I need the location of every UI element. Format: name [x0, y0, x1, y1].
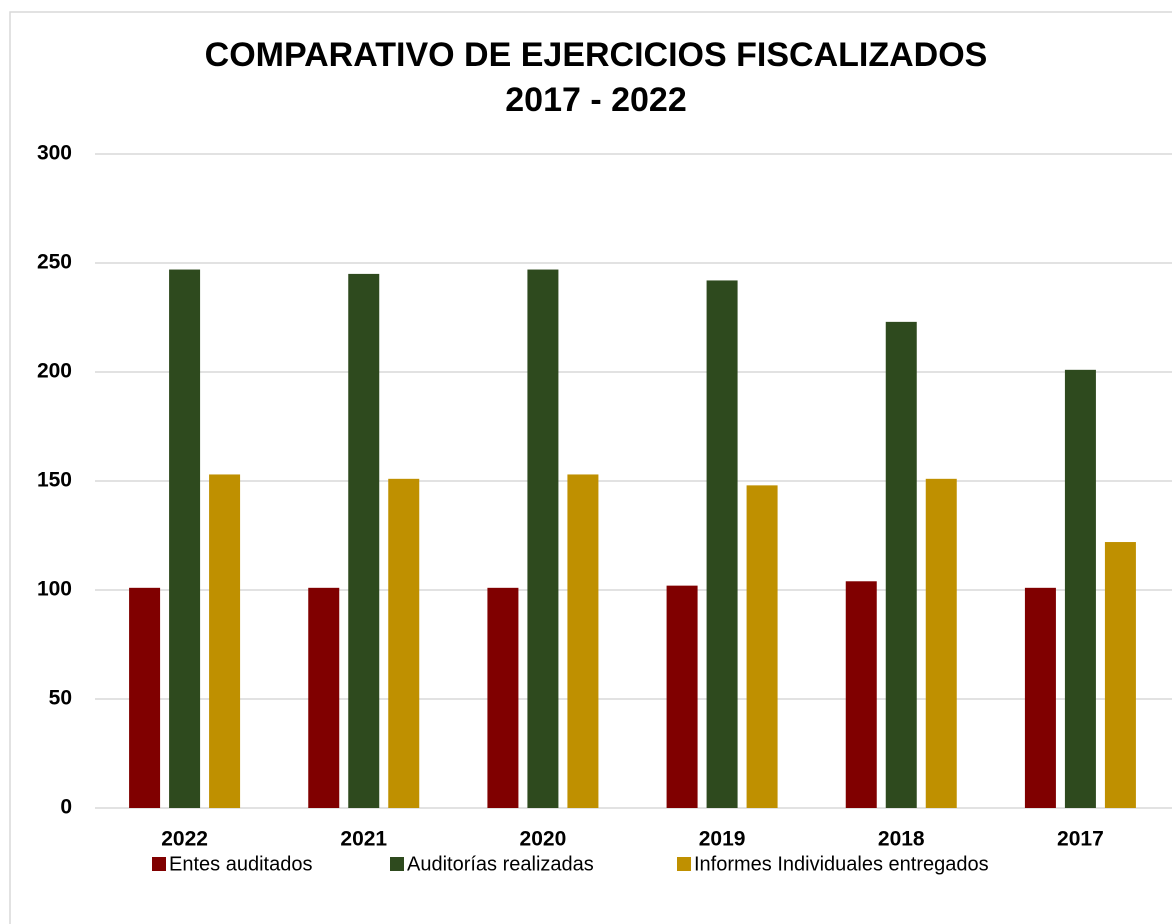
bar	[308, 587, 340, 808]
x-tick-label: 2018	[878, 828, 925, 851]
x-tick-label: 2021	[340, 828, 387, 851]
y-tick-label: 50	[49, 687, 72, 710]
bar	[388, 478, 420, 808]
legend-label: Auditorías realizadas	[407, 853, 594, 875]
bar	[1024, 587, 1056, 808]
legend-swatch	[152, 857, 166, 871]
legend-swatch	[390, 857, 404, 871]
y-tick-label: 250	[37, 251, 72, 274]
bar	[527, 269, 559, 808]
x-tick-label: 2020	[520, 828, 567, 851]
y-tick-label: 150	[37, 469, 72, 492]
chart-title: COMPARATIVO DE EJERCICIOS FISCALIZADOS	[205, 36, 988, 74]
bar	[925, 478, 957, 808]
bar	[169, 269, 201, 808]
legend-label: Entes auditados	[169, 853, 312, 875]
y-tick-label: 0	[60, 796, 72, 819]
bar	[746, 485, 778, 808]
bar	[348, 273, 380, 808]
bar	[885, 321, 917, 808]
bar	[209, 474, 241, 808]
bar	[845, 581, 877, 808]
bar	[1064, 369, 1096, 808]
bar	[567, 474, 599, 808]
bar	[129, 587, 161, 808]
x-tick-label: 2022	[161, 828, 208, 851]
y-tick-label: 100	[37, 578, 72, 601]
y-tick-label: 300	[37, 142, 72, 165]
legend-swatch	[677, 857, 691, 871]
bar	[666, 585, 698, 808]
legend-label: Informes Individuales entregados	[694, 853, 989, 875]
bar	[706, 280, 738, 808]
bar	[1104, 542, 1136, 808]
chart-subtitle: 2017 - 2022	[505, 81, 687, 119]
y-tick-label: 200	[37, 360, 72, 383]
x-tick-label: 2017	[1057, 828, 1104, 851]
bar	[487, 587, 519, 808]
x-tick-label: 2019	[699, 828, 746, 851]
